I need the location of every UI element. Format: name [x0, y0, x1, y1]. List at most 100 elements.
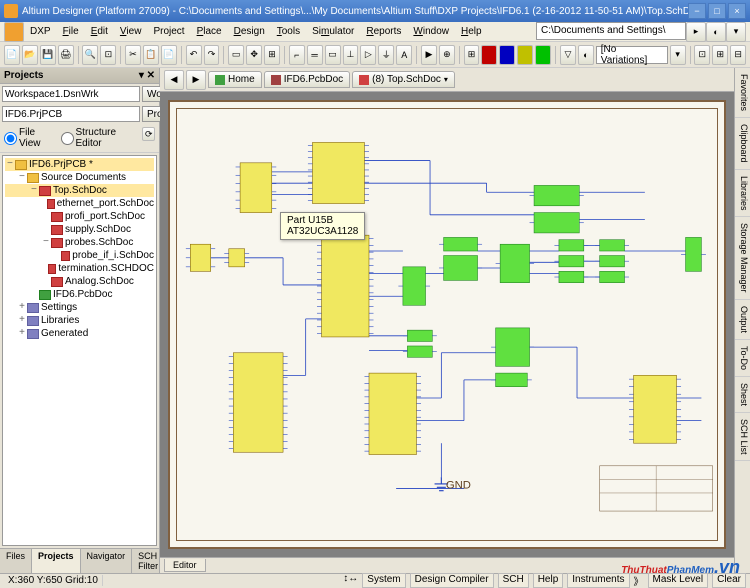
panel-menu-icon[interactable]: ▾ ✕	[139, 70, 155, 81]
status-system[interactable]: System	[362, 573, 405, 588]
tab-home[interactable]: Home	[208, 71, 262, 88]
vtab-clipboard[interactable]: Clipboard	[735, 118, 750, 170]
layer2-color[interactable]	[499, 45, 515, 65]
status-sch[interactable]: SCH	[498, 573, 529, 588]
wire-button[interactable]: ⌐	[289, 45, 305, 65]
redo-button[interactable]: ↷	[204, 45, 220, 65]
layer3-color[interactable]	[517, 45, 533, 65]
menu-project[interactable]: Project	[147, 24, 190, 39]
project-select[interactable]	[2, 106, 140, 122]
vtab-favorites[interactable]: Favorites	[735, 68, 750, 118]
file-view-radio[interactable]: File View	[4, 127, 53, 149]
cut-button[interactable]: ✂	[125, 45, 141, 65]
select-button[interactable]: ▭	[228, 45, 244, 65]
tool-a-button[interactable]: ⊡	[694, 45, 710, 65]
tree-node[interactable]: supply.SchDoc	[5, 223, 154, 236]
zoom-fit-button[interactable]: ⊡	[100, 45, 116, 65]
tab-projects[interactable]: Projects	[32, 549, 81, 573]
tree-node[interactable]: −IFD6.PrjPCB *	[5, 158, 154, 171]
undo-button[interactable]: ↶	[186, 45, 202, 65]
layer1-color[interactable]	[481, 45, 497, 65]
schematic-canvas[interactable]: GND Part U15B AT32UC3A1128	[160, 92, 734, 557]
mask-button[interactable]: ◐	[578, 45, 594, 65]
filter-button[interactable]: ▽	[560, 45, 576, 65]
tab-files[interactable]: Files	[0, 549, 32, 573]
path-help-button[interactable]: ◐	[706, 22, 726, 42]
save-button[interactable]: 💾	[40, 45, 56, 65]
grid-button[interactable]: ⊞	[464, 45, 480, 65]
annotate-button[interactable]: A	[396, 45, 412, 65]
nav-back-button[interactable]: ◀	[164, 70, 184, 90]
tree-node[interactable]: termination.SCHDOC	[5, 262, 154, 275]
bus-button[interactable]: ═	[307, 45, 323, 65]
hierarchy-button[interactable]: ⊞	[264, 45, 280, 65]
compile-button[interactable]: ▶	[421, 45, 437, 65]
part-button[interactable]: ▭	[325, 45, 341, 65]
tree-node[interactable]: −Top.SchDoc	[5, 184, 154, 197]
structure-editor-radio[interactable]: Structure Editor	[61, 127, 135, 149]
status-design[interactable]: Design Compiler	[410, 573, 494, 588]
refresh-icon[interactable]: ⟳	[142, 127, 155, 141]
vtab-schlist[interactable]: SCH List	[735, 413, 750, 462]
variations-dropdown[interactable]: ▾	[670, 45, 686, 65]
menu-edit[interactable]: Edit	[85, 24, 114, 39]
nav-fwd-button[interactable]: ▶	[186, 70, 206, 90]
menu-tools[interactable]: Tools	[271, 24, 306, 39]
tree-node[interactable]: +Generated	[5, 327, 154, 340]
vtab-sheet[interactable]: Shest	[735, 377, 750, 413]
vtab-storage[interactable]: Storage Manager	[735, 217, 750, 300]
project-tree[interactable]: −IFD6.PrjPCB *−Source Documents−Top.SchD…	[2, 155, 157, 546]
vtab-todo[interactable]: To-Do	[735, 340, 750, 377]
tree-node[interactable]: probe_if_i.SchDoc	[5, 249, 154, 262]
tool-c-button[interactable]: ⊟	[730, 45, 746, 65]
print-button[interactable]: 🖨	[58, 45, 74, 65]
menu-file[interactable]: File	[57, 24, 85, 39]
layer4-color[interactable]	[535, 45, 551, 65]
editor-tab[interactable]: Editor	[164, 559, 206, 572]
vtab-output[interactable]: Output	[735, 300, 750, 340]
maximize-button[interactable]: □	[708, 3, 726, 19]
dxp-icon[interactable]	[4, 22, 24, 42]
path-go-button[interactable]: ▸	[686, 22, 706, 42]
tab-schdoc[interactable]: (8) Top.SchDoc▾	[352, 71, 455, 88]
tab-pcbdoc[interactable]: IFD6.PcbDoc	[264, 71, 350, 88]
tree-node[interactable]: Analog.SchDoc	[5, 275, 154, 288]
tree-node[interactable]: IFD6.PcbDoc	[5, 288, 154, 301]
tree-node[interactable]: +Libraries	[5, 314, 154, 327]
menu-design[interactable]: Design	[228, 24, 271, 39]
power-button[interactable]: ⏚	[378, 45, 394, 65]
menu-place[interactable]: Place	[191, 24, 228, 39]
paste-button[interactable]: 📄	[161, 45, 177, 65]
tree-node[interactable]: +Settings	[5, 301, 154, 314]
menu-window[interactable]: Window	[407, 24, 455, 39]
net-button[interactable]: ⊥	[343, 45, 359, 65]
new-button[interactable]: 📄	[4, 45, 20, 65]
menu-help[interactable]: Help	[455, 24, 488, 39]
vtab-libraries[interactable]: Libraries	[735, 170, 750, 218]
menu-reports[interactable]: Reports	[360, 24, 407, 39]
tree-node[interactable]: profi_port.SchDoc	[5, 210, 154, 223]
tool-b-button[interactable]: ⊞	[712, 45, 728, 65]
status-help[interactable]: Help	[533, 573, 564, 588]
menu-view[interactable]: View	[114, 24, 148, 39]
crossprobe-button[interactable]: ⊕	[439, 45, 455, 65]
minimize-button[interactable]: −	[688, 3, 706, 19]
tab-navigator[interactable]: Navigator	[81, 549, 133, 573]
path-box[interactable]: C:\Documents and Settings\	[536, 22, 686, 40]
copy-button[interactable]: 📋	[143, 45, 159, 65]
move-button[interactable]: ✥	[246, 45, 262, 65]
tree-node[interactable]: −probes.SchDoc	[5, 236, 154, 249]
menu-dxp[interactable]: DXP	[24, 24, 57, 39]
port-button[interactable]: ▷	[360, 45, 376, 65]
menu-simulator[interactable]: Simulator	[306, 24, 360, 39]
zoom-box-button[interactable]: 🔍	[82, 45, 98, 65]
open-button[interactable]: 📂	[22, 45, 38, 65]
path-dropdown-button[interactable]: ▾	[726, 22, 746, 42]
status-arrows-icon[interactable]: ↕↔	[343, 573, 358, 588]
status-instruments[interactable]: Instruments	[567, 573, 629, 588]
close-button[interactable]: ×	[728, 3, 746, 19]
tree-node[interactable]: ethernet_port.SchDoc	[5, 197, 154, 210]
tree-node[interactable]: −Source Documents	[5, 171, 154, 184]
variations-select[interactable]: [No Variations]	[596, 46, 668, 64]
workspace-select[interactable]	[2, 86, 140, 102]
